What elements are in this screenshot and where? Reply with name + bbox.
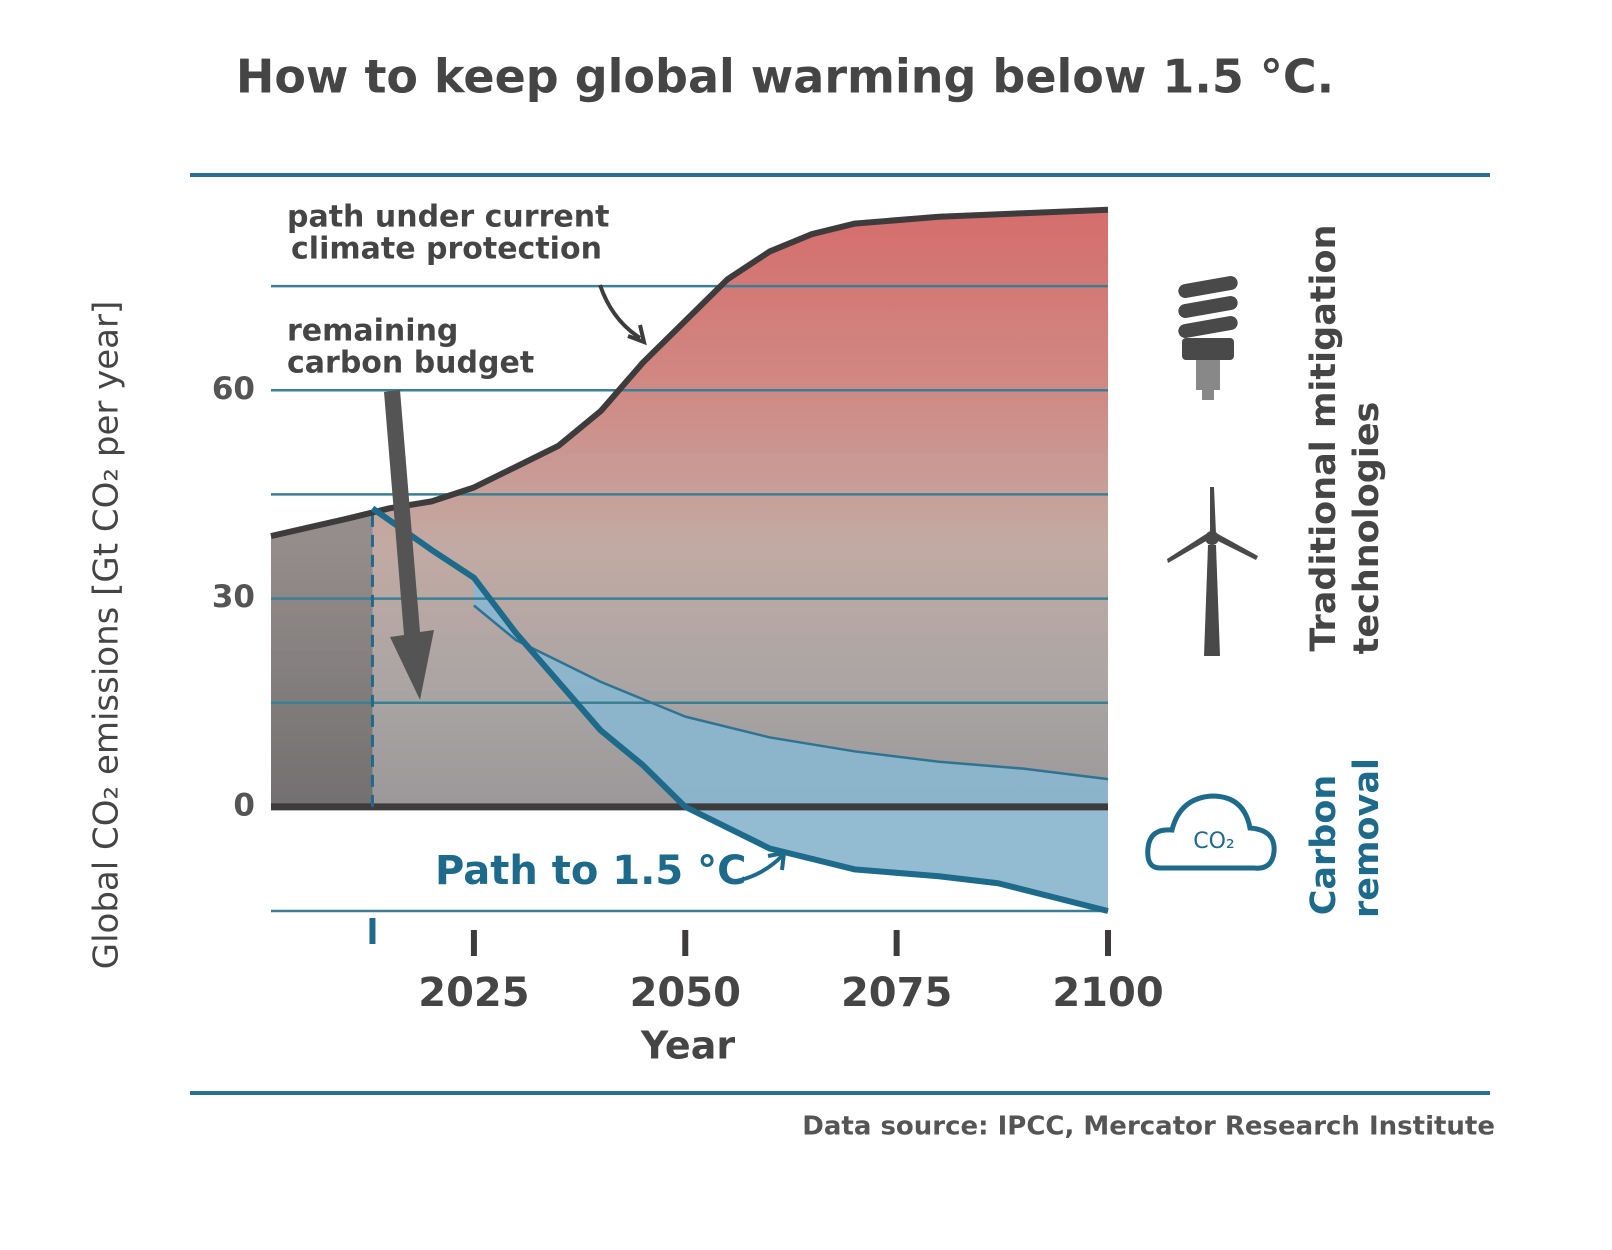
cloud-label: CO₂: [1193, 829, 1235, 854]
removal-band: [473, 577, 1109, 911]
wind-turbine-icon: [1167, 487, 1258, 656]
y-tick-label: 0: [233, 787, 255, 823]
x-tick-label: 2025: [418, 970, 529, 1016]
annotation: remaining: [287, 314, 458, 349]
x-axis-title: Year: [640, 1024, 735, 1068]
arrow: [627, 324, 647, 346]
side-label: removal: [1347, 758, 1387, 918]
x-tick-label: 2075: [841, 970, 952, 1016]
chart-title: How to keep global warming below 1.5 °C.: [236, 50, 1334, 104]
cloud-icon: CO₂: [1145, 793, 1277, 871]
annotation: path under current: [287, 200, 609, 235]
side-label: technologies: [1347, 402, 1387, 655]
lightbulb-icon: [1178, 276, 1238, 400]
x-tick-label: 2100: [1052, 970, 1163, 1016]
y-tick-label: 30: [212, 579, 255, 615]
arrow: [598, 284, 642, 340]
budget-arrow: [384, 390, 434, 700]
arrow: [729, 854, 784, 884]
current-path-line: [270, 206, 1109, 540]
y-axis-title: Global CO₂ emissions [Gt CO₂ per year]: [87, 301, 127, 970]
arrow: [767, 850, 787, 871]
band-edge-line: [473, 604, 1109, 781]
path-1-5-line: [370, 505, 1109, 914]
emissions-area: [271, 209, 1108, 807]
path-label: Path to 1.5 °C: [435, 848, 746, 894]
annotation: carbon budget: [287, 346, 534, 381]
areas: [271, 209, 1109, 911]
annotation: climate protection: [291, 232, 602, 267]
x-tick-label: 2050: [630, 970, 741, 1016]
source: Data source: IPCC, Mercator Research Ins…: [802, 1112, 1495, 1142]
side-label: Traditional mitigation: [1304, 224, 1344, 651]
side-label: Carbon: [1304, 775, 1344, 916]
lines: [270, 206, 1109, 914]
y-tick-label: 60: [212, 371, 255, 407]
